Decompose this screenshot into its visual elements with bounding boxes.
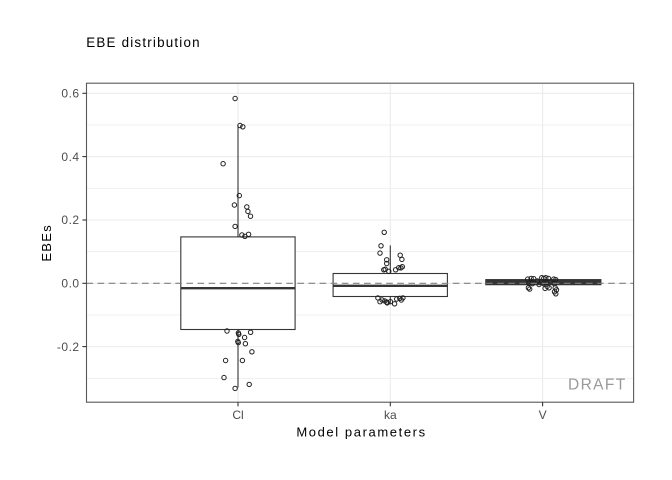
svg-text:Cl: Cl [232,408,243,422]
svg-text:Model parameters: Model parameters [296,424,426,439]
svg-text:0.0: 0.0 [61,277,79,291]
svg-text:EBE distribution: EBE distribution [86,35,200,50]
svg-text:0.2: 0.2 [61,213,79,227]
svg-text:DRAFT: DRAFT [568,377,627,394]
svg-text:0.6: 0.6 [61,87,79,101]
svg-text:ka: ka [384,408,397,422]
svg-text:0.4: 0.4 [61,150,79,164]
svg-text:V: V [539,408,547,422]
svg-text:-0.2: -0.2 [57,340,80,354]
svg-text:EBEs: EBEs [39,224,54,262]
